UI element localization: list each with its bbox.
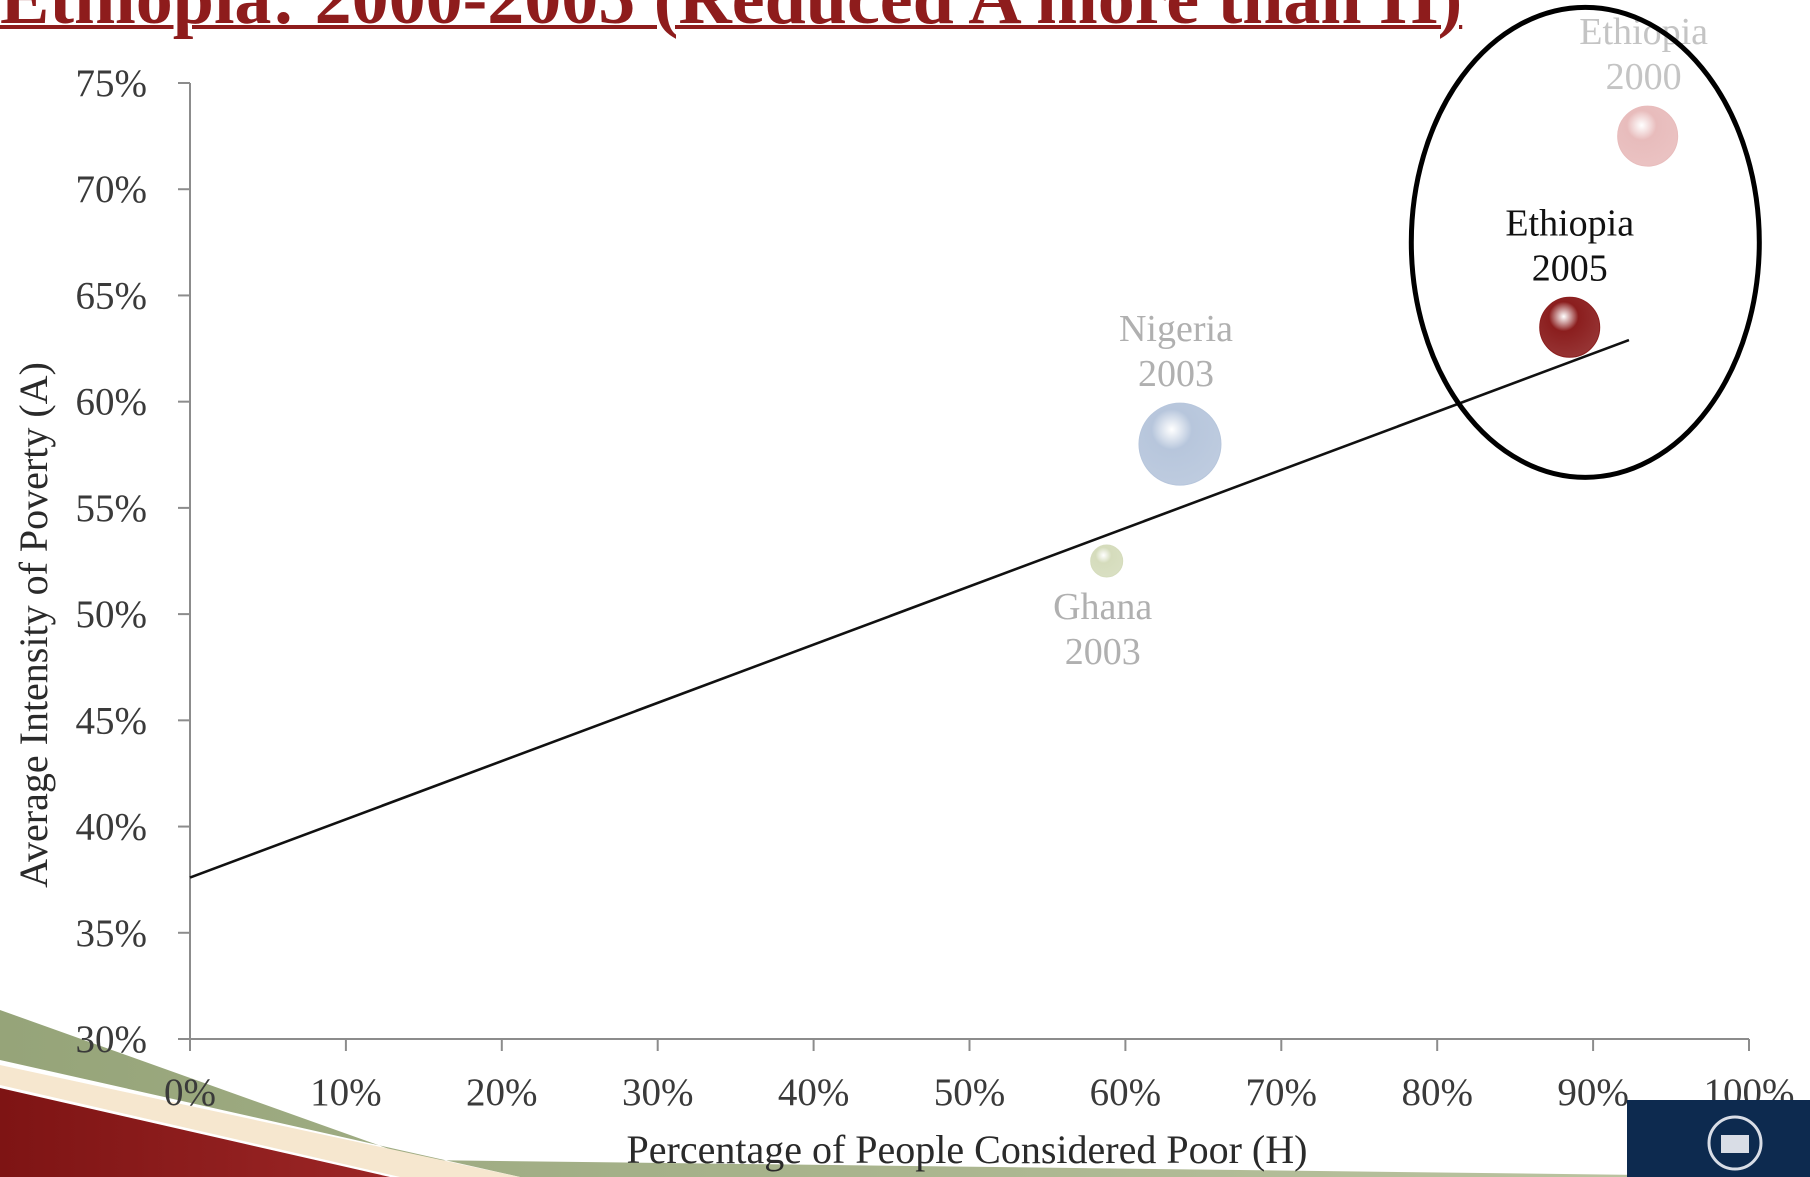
point-label-name: Ethiopia bbox=[1579, 11, 1708, 53]
y-tick-label: 45% bbox=[76, 699, 148, 742]
x-tick-label: 90% bbox=[1557, 1071, 1629, 1114]
trendline bbox=[189, 338, 1630, 879]
y-tick-label: 50% bbox=[76, 593, 148, 636]
y-tick-label: 70% bbox=[76, 168, 148, 211]
y-tick-label: 35% bbox=[76, 912, 148, 955]
y-axis-ticks: 30% 35% 40% 45% 50% 55% 60% 65% 70% 75% bbox=[76, 62, 190, 1061]
data-point bbox=[1539, 296, 1601, 358]
point-label-year: 2003 bbox=[1138, 353, 1214, 395]
x-axis-title: Percentage of People Considered Poor (H) bbox=[627, 1127, 1308, 1172]
x-tick-label: 50% bbox=[934, 1071, 1006, 1114]
y-tick-label: 40% bbox=[76, 806, 148, 849]
x-tick-label: 70% bbox=[1246, 1071, 1318, 1114]
band-cream bbox=[0, 1065, 520, 1177]
point-label-year: 2000 bbox=[1606, 56, 1682, 98]
data-points: Ethiopia2000Ethiopia2005Nigeria2003Ghana… bbox=[1053, 11, 1708, 673]
band-red bbox=[0, 1088, 390, 1177]
point-label-year: 2005 bbox=[1532, 247, 1608, 289]
highlight-ellipse bbox=[1408, 4, 1762, 480]
data-point bbox=[1617, 105, 1679, 167]
y-tick-label: 75% bbox=[76, 62, 148, 105]
x-tick-label: 30% bbox=[622, 1071, 694, 1114]
x-tick-label: 80% bbox=[1401, 1071, 1473, 1114]
x-tick-label: 40% bbox=[778, 1071, 850, 1114]
point-label-name: Ethiopia bbox=[1505, 202, 1634, 244]
y-axis-title: Average Intensity of Poverty (A) bbox=[11, 362, 56, 888]
data-point bbox=[1138, 402, 1222, 486]
x-axis-ticks: 0% 10% 20% 30% 40% 50% 60% 70% 80% 90% 100% bbox=[164, 1039, 1795, 1114]
slide-title: Ethiopia: 2000-2005 (Reduced A more than… bbox=[0, 0, 1462, 36]
y-tick-label: 65% bbox=[76, 274, 148, 317]
x-tick-label: 60% bbox=[1090, 1071, 1162, 1114]
x-tick-label: 20% bbox=[466, 1071, 538, 1114]
y-tick-label: 30% bbox=[76, 1018, 148, 1061]
x-tick-label: 10% bbox=[310, 1071, 382, 1114]
university-logo bbox=[1627, 1100, 1810, 1177]
y-tick-label: 55% bbox=[76, 487, 148, 530]
point-label-name: Ghana bbox=[1053, 586, 1152, 628]
x-tick-label: 0% bbox=[164, 1071, 216, 1114]
decorative-bands bbox=[0, 1010, 1810, 1177]
y-tick-label: 60% bbox=[76, 381, 148, 424]
point-label-year: 2003 bbox=[1065, 631, 1141, 673]
point-label-name: Nigeria bbox=[1119, 308, 1233, 350]
data-point bbox=[1090, 544, 1124, 578]
